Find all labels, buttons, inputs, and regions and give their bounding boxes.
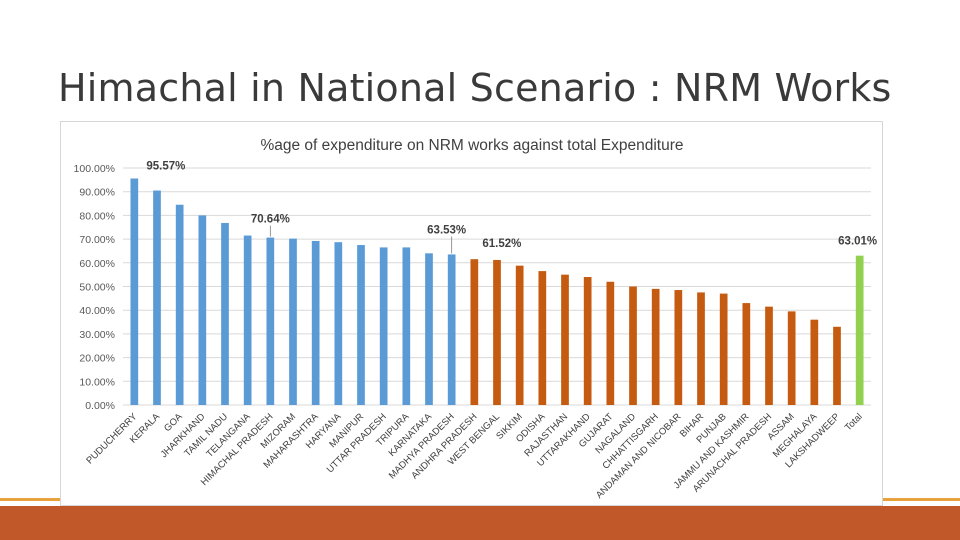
bar [651,288,660,405]
bar [334,242,343,405]
bar [765,306,773,405]
bars [130,178,864,405]
bar [470,259,479,405]
bar-chart: %age of expenditure on NRM works against… [74,137,878,501]
bar [855,255,864,405]
bar [175,204,184,405]
bar [515,265,524,405]
y-tick-label: 100.00% [74,163,115,175]
y-tick-label: 20.00% [79,353,115,365]
bar [629,286,637,405]
bar [357,245,365,405]
bar [697,292,705,405]
y-tick-label: 10.00% [79,376,115,388]
data-label: 63.53% [427,224,466,236]
slide-title: Himachal in National Scenario : NRM Work… [58,66,892,110]
y-tick-label: 0.00% [85,400,115,412]
bar [493,259,501,405]
x-tick-label: Total [843,411,865,433]
bar [674,290,683,405]
y-tick-label: 80.00% [79,210,115,222]
data-label: 63.01% [838,236,877,248]
bar [221,222,229,405]
bar [810,319,819,405]
bar [425,253,433,405]
y-tick-label: 30.00% [79,329,115,341]
bar [402,247,411,405]
bar [719,293,728,405]
bar [742,303,751,405]
y-tick-label: 50.00% [79,282,115,294]
chart-title: %age of expenditure on NRM works against… [260,137,683,154]
bar [379,247,388,405]
bar [130,178,139,405]
y-tick-label: 40.00% [79,305,115,317]
data-label: 61.52% [482,238,521,250]
bar [561,274,569,405]
bar [243,235,252,405]
bar [606,281,615,405]
bar [538,271,547,405]
data-label: 95.57% [146,160,185,172]
data-labels: 95.57% 70.64% 63.53% 61.52% 63.01% [146,160,877,254]
y-tick-label: 70.00% [79,234,115,246]
y-tick-label: 90.00% [79,187,115,199]
data-label: 70.64% [251,214,290,226]
bar [447,254,456,405]
chart-panel: %age of expenditure on NRM works against… [60,121,883,506]
y-axis-ticks: 0.00% 10.00% 20.00% 30.00% 40.00% 50.00% 60.00… [74,163,115,412]
bar [833,326,841,405]
y-tick-label: 60.00% [79,258,115,270]
bar [289,238,297,405]
bar [311,240,320,405]
bar [787,311,796,405]
accent-footer-bar [0,506,960,540]
bar [266,237,275,405]
bar [198,215,207,405]
bar [583,277,592,405]
bar [153,190,161,405]
